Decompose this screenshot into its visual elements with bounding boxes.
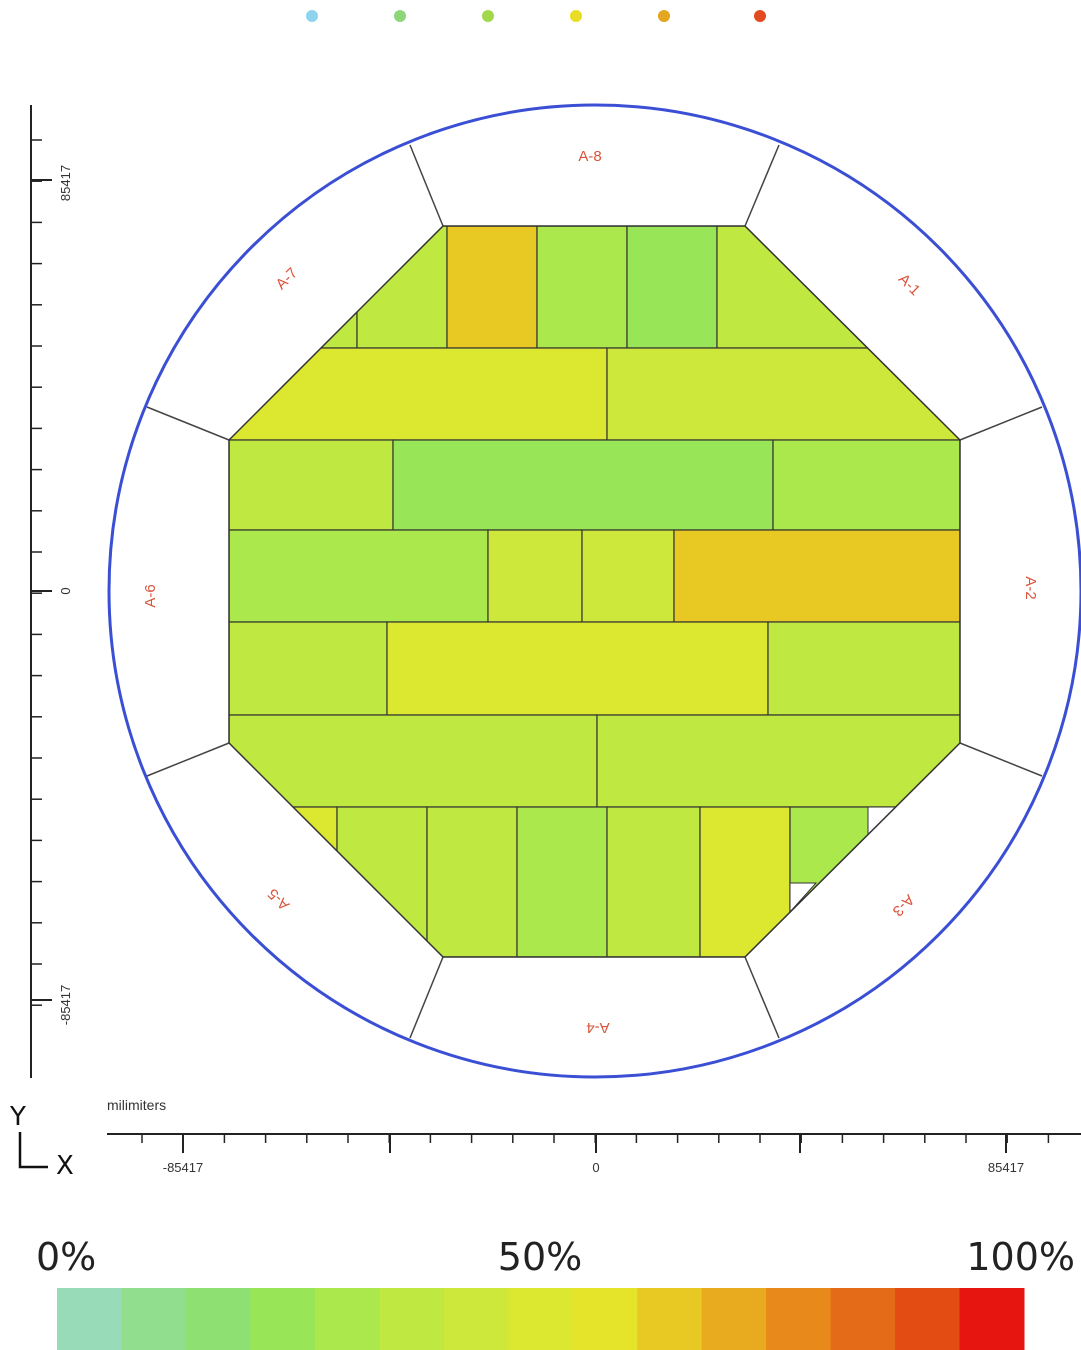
heatmap-cell-r5-c2 <box>386 621 769 716</box>
sector-label-a8: A-8 <box>578 148 601 165</box>
y-tick-top: 85417 <box>58 165 73 201</box>
scale-block-10 <box>637 1288 703 1350</box>
scale-block-12 <box>766 1288 832 1350</box>
legend-dot-3 <box>482 10 494 22</box>
heatmap-cell-r4-c2 <box>487 529 583 623</box>
x-tick-right: 85417 <box>988 1160 1024 1175</box>
y-axis: 85417 0 -85417 <box>30 105 73 1078</box>
heatmap-cell-r3-c1 <box>229 439 394 531</box>
y-tick-bottom: -85417 <box>58 985 73 1025</box>
heatmap-cell-r4-c3 <box>581 529 675 623</box>
color-scale: 0% 50% 100% <box>36 1235 1075 1350</box>
sector-label-a4: A-4 <box>586 1019 609 1036</box>
legend-dots <box>306 10 766 22</box>
scale-block-1 <box>57 1288 122 1350</box>
scale-label-mid: 50% <box>498 1235 582 1279</box>
heatmap-boundary <box>228 225 961 958</box>
scale-block-6 <box>379 1288 445 1350</box>
x-letter: X <box>56 1151 74 1181</box>
y-tick-zero: 0 <box>58 587 73 594</box>
scale-block-4 <box>250 1288 316 1350</box>
scale-label-min: 0% <box>36 1235 96 1279</box>
scale-block-5 <box>314 1288 380 1350</box>
legend-dot-4 <box>570 10 582 22</box>
legend-dot-5 <box>658 10 670 22</box>
heatmap-cell-r6-c1 <box>229 714 598 808</box>
x-axis-units: milimiters <box>107 1097 166 1113</box>
sector-dividers <box>146 144 1043 1039</box>
legend-dot-1 <box>306 10 318 22</box>
heatmap-cell-r5-c3 <box>767 621 960 716</box>
legend-dot-6 <box>754 10 766 22</box>
legend-dot-2 <box>394 10 406 22</box>
scale-block-14 <box>895 1288 961 1350</box>
heatmap-cell-r4-c4 <box>673 529 960 623</box>
heatmap-cell-r3-c2 <box>392 439 774 531</box>
scale-block-3 <box>185 1288 251 1350</box>
y-letter: Y <box>9 1102 26 1132</box>
sector-label-a6: A-6 <box>142 584 159 607</box>
heatmap-cell-r1-c5 <box>626 226 718 349</box>
scale-block-9 <box>572 1288 638 1350</box>
heatmap-cell-r5-c1 <box>229 621 388 716</box>
sector-label-a2: A-2 <box>1022 576 1039 599</box>
heatmap-cell-r3-c3 <box>772 439 960 531</box>
heatmap-cell-r4-c1 <box>229 529 489 623</box>
axis-orientation-indicator: Y X <box>9 1102 74 1181</box>
x-tick-left: -85417 <box>163 1160 203 1175</box>
heatmap-cell-r7-c5 <box>606 806 701 957</box>
scale-block-2 <box>121 1288 187 1350</box>
scale-block-15 <box>959 1288 1025 1350</box>
x-tick-zero: 0 <box>592 1160 599 1175</box>
heatmap-cell-r7-c3 <box>426 806 518 957</box>
heatmap-cell-r1-c4 <box>536 226 628 349</box>
scale-label-max: 100% <box>966 1235 1075 1279</box>
scale-block-8 <box>508 1288 574 1350</box>
x-axis: milimiters -85417 0 85417 <box>107 1097 1081 1175</box>
heatmap-cell-r7-c4 <box>516 806 608 957</box>
heatmap-cell-r6-c2 <box>596 714 960 808</box>
scale-block-11 <box>701 1288 767 1350</box>
scale-block-7 <box>443 1288 509 1350</box>
heatmap-cell-r1-c3 <box>446 226 538 349</box>
scale-block-13 <box>830 1288 896 1350</box>
heatmap-cells <box>229 226 960 957</box>
